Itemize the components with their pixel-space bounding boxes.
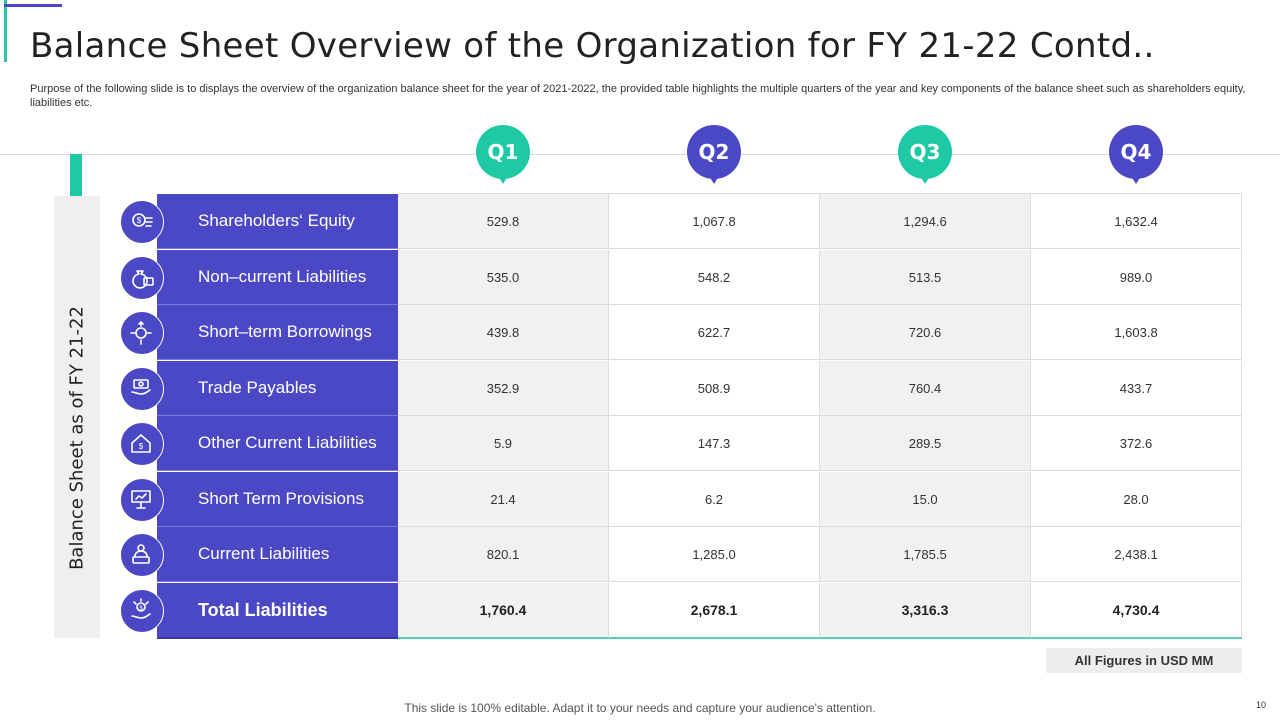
quarter-label: Q4 xyxy=(1109,125,1163,179)
quarter-label: Q1 xyxy=(476,125,530,179)
svg-text:$: $ xyxy=(137,216,142,225)
corner-accent-vertical xyxy=(4,0,7,62)
value-cell-q4: 28.0 xyxy=(1031,472,1242,527)
row-label: Current Liabilities xyxy=(198,544,330,563)
row-label-cell: Non–current Liabilities xyxy=(157,250,398,305)
row-label: Short Term Provisions xyxy=(198,489,364,508)
value-cell-q2: 1,067.8 xyxy=(609,194,820,249)
footer-text: This slide is 100% editable. Adapt it to… xyxy=(404,701,876,715)
quarter-pointer xyxy=(920,176,930,184)
value-cell-q1: 21.4 xyxy=(398,472,609,527)
value-cell-q4: 1,603.8 xyxy=(1031,305,1242,360)
slide-title: Balance Sheet Overview of the Organizati… xyxy=(30,26,1155,66)
page-number: 10 xyxy=(1256,700,1267,710)
value-cell-q4: 1,632.4 xyxy=(1031,194,1242,249)
value-cell-q3: 513.5 xyxy=(820,250,1031,305)
table-row: Current Liabilities 820.1 1,285.0 1,785.5 2,… xyxy=(117,527,1242,582)
value-cell-q3: 3,316.3 xyxy=(820,583,1031,639)
row-label-cell: Trade Payables xyxy=(157,361,398,416)
value-cell-q3: 15.0 xyxy=(820,472,1031,527)
row-label-cell: Current Liabilities xyxy=(157,527,398,582)
row-label: Other Current Liabilities xyxy=(198,433,377,452)
table-row: Short Term Provisions 21.4 6.2 15.0 28.0 xyxy=(117,472,1242,527)
row-label-cell: Short–term Borrowings xyxy=(157,305,398,360)
row-label: Shareholders‘ Equity xyxy=(198,211,355,230)
value-cell-q1: 1,760.4 xyxy=(398,583,609,639)
svg-text:$: $ xyxy=(139,442,144,451)
table-row: Shareholders‘ Equity $529.8 1,067.8 1,294.6… xyxy=(117,194,1242,249)
value-cell-q2: 548.2 xyxy=(609,250,820,305)
value-cell-q2: 622.7 xyxy=(609,305,820,360)
user-cash-icon xyxy=(120,533,164,577)
value-cell-q2: 2,678.1 xyxy=(609,583,820,639)
dollar-arrows-icon xyxy=(120,311,164,355)
row-label: Total Liabilities xyxy=(198,600,328,620)
row-label-cell: Other Current Liabilities xyxy=(157,416,398,471)
row-label-cell: Shareholders‘ Equity xyxy=(157,194,398,249)
table-row: Short–term Borrowings 439.8 622.7 720.6 1,60… xyxy=(117,305,1242,360)
quarter-header-q4: Q4 xyxy=(1109,125,1163,184)
value-cell-q4: 2,438.1 xyxy=(1031,527,1242,582)
value-cell-q4: 372.6 xyxy=(1031,416,1242,471)
row-label-cell: Total Liabilities xyxy=(157,583,398,639)
value-cell-q3: 720.6 xyxy=(820,305,1031,360)
svg-text:$: $ xyxy=(139,606,143,612)
quarter-pointer xyxy=(709,176,719,184)
value-cell-q3: 1,294.6 xyxy=(820,194,1031,249)
hand-cash-icon xyxy=(120,367,164,411)
value-cell-q2: 1,285.0 xyxy=(609,527,820,582)
coin-gear-icon: $ xyxy=(120,200,164,244)
money-bag-icon xyxy=(120,256,164,300)
value-cell-q2: 147.3 xyxy=(609,416,820,471)
quarter-label: Q3 xyxy=(898,125,952,179)
value-cell-q2: 508.9 xyxy=(609,361,820,416)
header-divider xyxy=(0,154,1280,155)
quarter-header-q3: Q3 xyxy=(898,125,952,184)
units-note: All Figures in USD MM xyxy=(1046,648,1242,673)
value-cell-q1: 820.1 xyxy=(398,527,609,582)
quarter-pointer xyxy=(498,176,508,184)
value-cell-q3: 289.5 xyxy=(820,416,1031,471)
row-label: Non–current Liabilities xyxy=(198,267,367,286)
value-cell-q4: 989.0 xyxy=(1031,250,1242,305)
slide-subtitle: Purpose of the following slide is to dis… xyxy=(30,83,1246,109)
value-cell-q2: 6.2 xyxy=(609,472,820,527)
hand-dollar-coins-icon: $ xyxy=(120,589,164,633)
quarter-header-q2: Q2 xyxy=(687,125,741,184)
row-label: Short–term Borrowings xyxy=(198,322,372,341)
table-row: Other Current Liabilities $5.9 147.3 289.5 3… xyxy=(117,416,1242,471)
side-panel xyxy=(54,196,100,638)
value-cell-q1: 352.9 xyxy=(398,361,609,416)
table-row: Total Liabilities $1,760.4 2,678.1 3,316.3 4… xyxy=(117,583,1242,639)
value-cell-q3: 760.4 xyxy=(820,361,1031,416)
quarter-pointer xyxy=(1131,176,1141,184)
value-cell-q1: 535.0 xyxy=(398,250,609,305)
side-label: Balance Sheet as of FY 21-22 xyxy=(66,306,88,570)
quarter-header-q1: Q1 xyxy=(476,125,530,184)
value-cell-q1: 439.8 xyxy=(398,305,609,360)
row-label: Trade Payables xyxy=(198,378,317,397)
value-cell-q1: 5.9 xyxy=(398,416,609,471)
presentation-board-icon xyxy=(120,478,164,522)
value-cell-q4: 4,730.4 xyxy=(1031,583,1242,639)
value-cell-q1: 529.8 xyxy=(398,194,609,249)
house-dollar-icon: $ xyxy=(120,422,164,466)
value-cell-q4: 433.7 xyxy=(1031,361,1242,416)
value-cell-q3: 1,785.5 xyxy=(820,527,1031,582)
row-label-cell: Short Term Provisions xyxy=(157,472,398,527)
table-top-border xyxy=(398,193,1242,194)
table-row: Trade Payables 352.9 508.9 760.4 433.7 xyxy=(117,361,1242,416)
corner-accent-horizontal xyxy=(4,4,62,7)
table-row: Non–current Liabilities 535.0 548.2 513.5 98… xyxy=(117,250,1242,305)
quarter-label: Q2 xyxy=(687,125,741,179)
